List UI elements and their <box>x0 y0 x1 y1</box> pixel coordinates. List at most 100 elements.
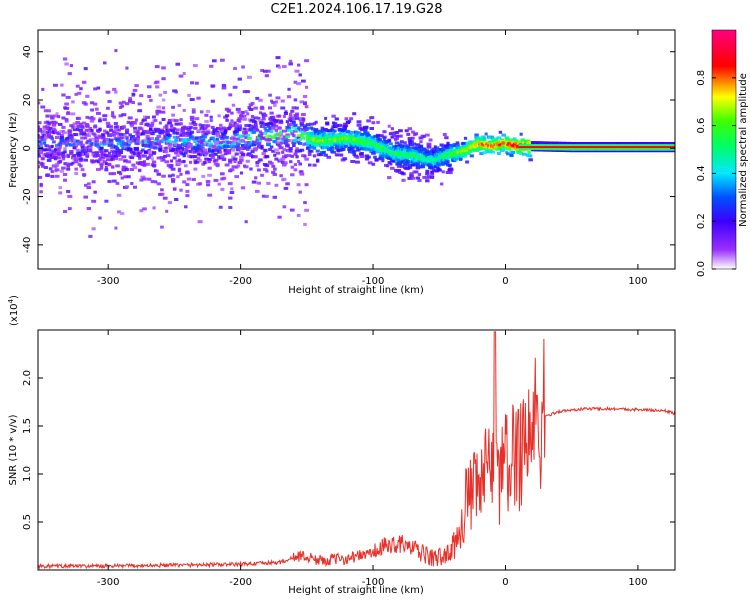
spectrogram-cell <box>197 147 203 151</box>
spectrogram-cell <box>218 135 223 139</box>
spectrogram-cell <box>331 133 336 137</box>
spectrogram-cell <box>292 116 296 120</box>
spectrogram-cell <box>161 118 166 121</box>
spectrogram-cell <box>333 129 337 133</box>
spectrogram-cell <box>91 137 97 141</box>
spectrogram-cell <box>60 83 64 87</box>
snr-y-axis-label: SNR (10 * v/v) <box>8 414 19 485</box>
spectrogram-cell <box>230 111 234 115</box>
spectrogram-cell <box>446 157 450 161</box>
spectrogram-cell <box>180 146 185 150</box>
spectrogram-y-tick-label: -20 <box>22 188 33 204</box>
spectrogram-cell <box>228 158 233 162</box>
spectrogram-cell <box>114 90 118 94</box>
spectrogram-cell <box>167 144 172 148</box>
spectrogram-cell <box>64 102 69 106</box>
spectrogram-cell <box>136 135 140 138</box>
spectrogram-cell <box>224 163 230 167</box>
spectrogram-cell <box>134 146 139 150</box>
spectrogram-cell <box>228 206 233 209</box>
spectrogram-cell <box>320 128 324 132</box>
spectrogram-cell <box>292 144 296 147</box>
spectrogram-cell <box>132 137 138 140</box>
spectrogram-cell <box>279 174 283 178</box>
spectrogram-cell <box>43 166 49 169</box>
spectrogram-cell <box>133 185 137 189</box>
spectrogram-cell <box>47 109 51 113</box>
spectrogram-cell <box>384 163 389 167</box>
spectrogram-cell <box>167 119 172 122</box>
spectrogram-cell <box>396 159 401 163</box>
spectrogram-cell <box>246 112 250 116</box>
spectrogram-cell <box>607 142 610 145</box>
spectrogram-cell <box>96 154 101 157</box>
spectrogram-cell <box>102 140 108 144</box>
spectrogram-cell <box>271 101 276 105</box>
spectrogram-cell <box>255 189 260 193</box>
spectrogram-cell <box>142 207 147 211</box>
spectrogram-cell <box>141 131 145 135</box>
spectrogram-cell <box>382 154 387 158</box>
spectrogram-cell <box>612 142 615 145</box>
spectrogram-cell <box>83 195 88 199</box>
spectrogram-cell <box>289 208 295 212</box>
spectrogram-cell <box>273 103 277 107</box>
spectrogram-cell <box>446 160 450 163</box>
spectrogram-cell <box>53 114 58 118</box>
spectrogram-cell <box>297 63 301 67</box>
spectrogram-cell <box>347 119 352 123</box>
spectrogram-cell <box>104 166 108 169</box>
spectrogram-cell <box>163 154 167 158</box>
spectrogram-cell <box>344 124 349 128</box>
spectrogram-cell <box>204 113 209 117</box>
spectrogram-cell <box>219 123 223 127</box>
spectrogram-cell <box>341 132 345 136</box>
spectrogram-cell <box>263 114 268 117</box>
spectrogram-cell <box>289 59 293 63</box>
spectrogram-cell <box>161 158 166 162</box>
spectrogram-cell <box>98 127 102 131</box>
spectrogram-cell <box>182 133 187 137</box>
spectrogram-cell <box>439 143 444 147</box>
spectrogram-cell <box>210 125 215 129</box>
spectrogram-cell <box>99 166 104 170</box>
spectrogram-cell <box>72 154 77 157</box>
spectrogram-cell <box>100 152 106 156</box>
spectrogram-cell <box>154 180 158 184</box>
spectrogram-cell <box>88 126 93 130</box>
spectrogram-cell <box>145 115 150 119</box>
spectrogram-cell <box>163 130 167 134</box>
spectrogram-cell <box>125 137 129 141</box>
spectrogram-cell <box>197 220 203 224</box>
spectrogram-cell <box>125 128 130 132</box>
spectrogram-cell <box>231 155 236 159</box>
spectrogram-cell <box>176 128 180 132</box>
spectrogram-cell <box>238 119 242 123</box>
spectrogram-cell <box>283 112 288 115</box>
spectrogram-cell <box>432 152 436 156</box>
spectrogram-cell <box>50 155 55 159</box>
spectrogram-cell <box>296 82 302 86</box>
spectrogram-cell <box>125 168 129 171</box>
spectrogram-cell <box>438 168 442 172</box>
spectrogram-cell <box>174 198 179 201</box>
spectrogram-cell <box>236 164 241 168</box>
spectrogram-cell <box>158 148 163 151</box>
spectrogram-cell <box>102 160 107 164</box>
spectrogram-cell <box>193 126 198 130</box>
spectrogram-cell <box>196 96 201 100</box>
spectrogram-cell <box>264 194 269 198</box>
spectrogram-cell <box>437 162 443 166</box>
spectrogram-cell <box>271 164 276 168</box>
spectrogram-cell <box>71 124 75 128</box>
spectrogram-cell <box>228 160 233 164</box>
spectrogram-cell <box>276 64 280 68</box>
spectrogram-cell <box>66 153 70 157</box>
spectrogram-cell <box>91 117 96 121</box>
spectrogram-cell <box>137 102 142 106</box>
spectrogram-cell <box>401 172 406 176</box>
spectrogram-cell <box>117 153 121 157</box>
spectrogram-cell <box>261 136 266 140</box>
spectrogram-cell <box>112 133 117 137</box>
spectrogram-y-tick-label: 40 <box>22 45 33 58</box>
